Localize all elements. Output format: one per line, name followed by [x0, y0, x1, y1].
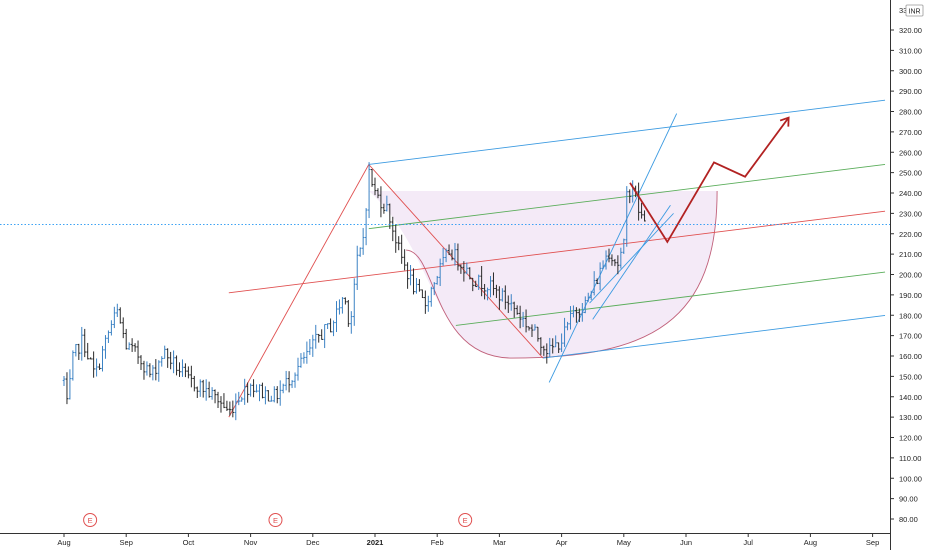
y-tick-label: 230.00 — [899, 209, 922, 218]
pitchfork-lower-inner-line — [455, 271, 886, 326]
y-tick-label: 80.00 — [899, 515, 918, 524]
projection-arrow-path — [629, 117, 790, 244]
y-tick-label: 120.00 — [899, 434, 922, 443]
x-tick-label: Aug — [804, 538, 817, 547]
pitchfork-upper-line — [368, 99, 886, 165]
y-tick-label: 130.00 — [899, 413, 922, 422]
y-tick-label: 170.00 — [899, 332, 922, 341]
projection-arrow-head — [779, 116, 790, 127]
cup-shading — [368, 190, 718, 359]
currency-label: INR — [909, 9, 921, 16]
y-tick-label: 110.00 — [899, 454, 921, 463]
y-tick-label: 140.00 — [899, 393, 922, 402]
y-tick-label: 270.00 — [899, 128, 922, 137]
earnings-marker-label: E — [463, 516, 468, 525]
x-tick-label: Apr — [556, 538, 568, 547]
y-tick-label: 180.00 — [899, 311, 922, 320]
y-tick-label: 220.00 — [899, 230, 922, 239]
x-tick-label: Aug — [57, 538, 70, 547]
y-tick-label: 190.00 — [899, 291, 922, 300]
y-tick-label-clipped: 33 — [899, 6, 907, 15]
x-tick-label: Dec — [306, 538, 320, 547]
earnings-marker-label: E — [88, 516, 93, 525]
x-tick-label: Nov — [244, 538, 258, 547]
pitchfork-median-line — [228, 210, 886, 294]
y-axis-background — [890, 0, 932, 550]
earnings-marker-label: E — [273, 516, 278, 525]
y-tick-label: 210.00 — [899, 250, 922, 259]
up-channel-line-3 — [592, 204, 671, 320]
y-tick-label: 260.00 — [899, 148, 922, 157]
y-tick-label: 320.00 — [899, 26, 922, 35]
y-tick-label: 240.00 — [899, 189, 922, 198]
y-tick-label: 200.00 — [899, 271, 922, 280]
candles-layer — [62, 162, 646, 421]
y-tick-label: 100.00 — [899, 474, 922, 483]
earnings-marker — [458, 513, 473, 527]
up-channel-line-1 — [548, 113, 678, 383]
x-tick-label: May — [617, 538, 631, 547]
y-tick-label: 160.00 — [899, 352, 922, 361]
x-tick-label: Jul — [743, 538, 753, 547]
y-tick-label: 150.00 — [899, 372, 922, 381]
y-tick-label: 280.00 — [899, 108, 922, 117]
x-tick-label: Feb — [431, 538, 444, 547]
x-tick-label: Sep — [120, 538, 133, 547]
x-tick-label: Sep — [866, 538, 879, 547]
pitchfork-lower-line — [542, 315, 886, 359]
x-tick-label: Jun — [680, 538, 692, 547]
currency-badge — [905, 4, 924, 17]
x-axis-background — [0, 533, 890, 550]
y-tick-label: 290.00 — [899, 87, 922, 96]
y-tick-label: 310.00 — [899, 46, 922, 55]
x-tick-label: 2021 — [367, 538, 384, 547]
x-tick-label: Mar — [493, 538, 506, 547]
x-tick-label: Oct — [183, 538, 196, 547]
cup-curve — [406, 190, 718, 359]
y-tick-label: 300.00 — [899, 67, 922, 76]
earnings-marker — [83, 513, 98, 527]
y-tick-label: 250.00 — [899, 169, 922, 178]
earnings-marker — [268, 513, 283, 527]
y-tick-label: 90.00 — [899, 495, 918, 504]
projection-layer — [629, 116, 790, 244]
cup-pattern — [368, 190, 718, 359]
